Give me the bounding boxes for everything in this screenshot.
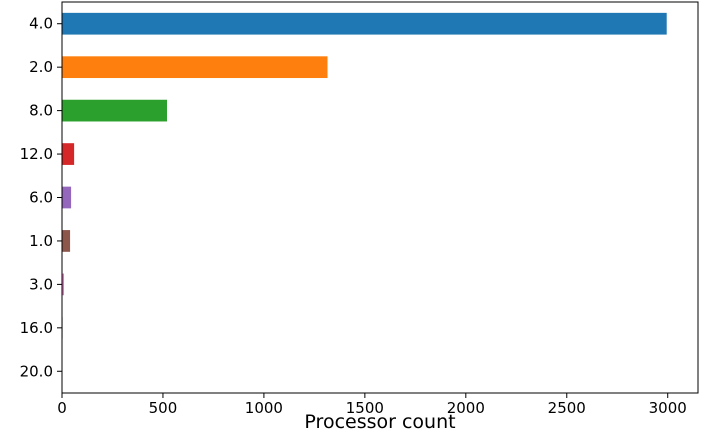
y-tick-label: 2.0	[29, 58, 53, 76]
bar-3-0	[62, 273, 65, 296]
y-tick-label: 6.0	[29, 189, 53, 207]
x-tick-label: 3000	[649, 399, 687, 417]
x-axis: 0 500 1000 1500 2000 2500 3000	[57, 393, 687, 417]
bar-12-0	[62, 143, 75, 165]
y-tick-label: 1.0	[29, 232, 53, 250]
y-tick-label: 20.0	[20, 362, 53, 380]
y-tick-label: 4.0	[29, 15, 53, 33]
bars-group	[62, 12, 667, 383]
y-axis: 4.0 2.0 8.0 12.0 6.0 1.0 3.0 16.0 20.0	[20, 15, 62, 380]
bar-4-0	[62, 12, 667, 35]
y-tick-label: 12.0	[20, 145, 53, 163]
bar-1-0	[62, 230, 71, 252]
y-tick-label: 16.0	[20, 319, 53, 337]
x-tick-label: 2000	[447, 399, 485, 417]
bar-2-0	[62, 56, 328, 79]
x-tick-label: 500	[149, 399, 178, 417]
y-tick-label: 8.0	[29, 102, 53, 120]
bar-8-0	[62, 99, 167, 122]
x-tick-label: 1000	[245, 399, 283, 417]
x-tick-label: 2500	[548, 399, 586, 417]
x-tick-label: 1500	[346, 399, 384, 417]
x-axis-title: Processor count	[304, 411, 455, 433]
bar-6-0	[62, 186, 72, 209]
x-tick-label: 0	[57, 399, 67, 417]
y-tick-label: 3.0	[29, 275, 53, 293]
